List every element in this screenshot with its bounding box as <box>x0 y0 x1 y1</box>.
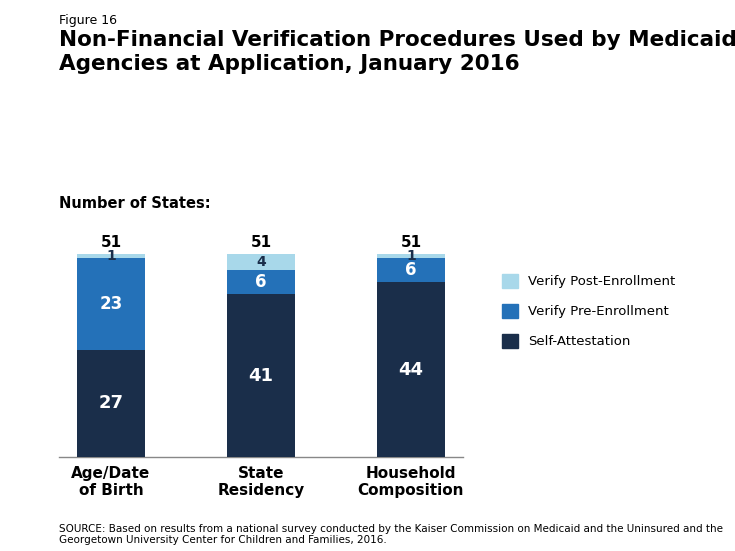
Text: SOURCE: Based on results from a national survey conducted by the Kaiser Commissi: SOURCE: Based on results from a national… <box>59 524 723 545</box>
Text: 6: 6 <box>255 273 267 291</box>
Bar <box>77 258 145 349</box>
Bar <box>377 258 445 282</box>
Bar <box>227 254 295 270</box>
Text: 1: 1 <box>406 249 416 263</box>
Bar <box>377 282 445 457</box>
Text: 27: 27 <box>98 395 123 413</box>
Bar <box>227 270 295 294</box>
Text: 51: 51 <box>401 235 421 250</box>
Text: 4: 4 <box>256 255 266 269</box>
Legend: Verify Post-Enrollment, Verify Pre-Enrollment, Self-Attestation: Verify Post-Enrollment, Verify Pre-Enrol… <box>502 274 675 348</box>
Text: 41: 41 <box>248 366 273 385</box>
Bar <box>77 254 145 258</box>
Text: 44: 44 <box>398 360 423 379</box>
Text: 51: 51 <box>251 235 271 250</box>
Text: 6: 6 <box>405 261 417 279</box>
Text: Figure 16: Figure 16 <box>59 14 117 27</box>
Text: 1: 1 <box>106 249 116 263</box>
Text: 51: 51 <box>101 235 121 250</box>
Text: Number of States:: Number of States: <box>59 196 210 210</box>
Text: Non-Financial Verification Procedures Used by Medicaid
Agencies at Application, : Non-Financial Verification Procedures Us… <box>59 30 735 73</box>
Text: 23: 23 <box>99 295 123 313</box>
Bar <box>377 254 445 258</box>
Bar <box>77 349 145 457</box>
Bar <box>227 294 295 457</box>
